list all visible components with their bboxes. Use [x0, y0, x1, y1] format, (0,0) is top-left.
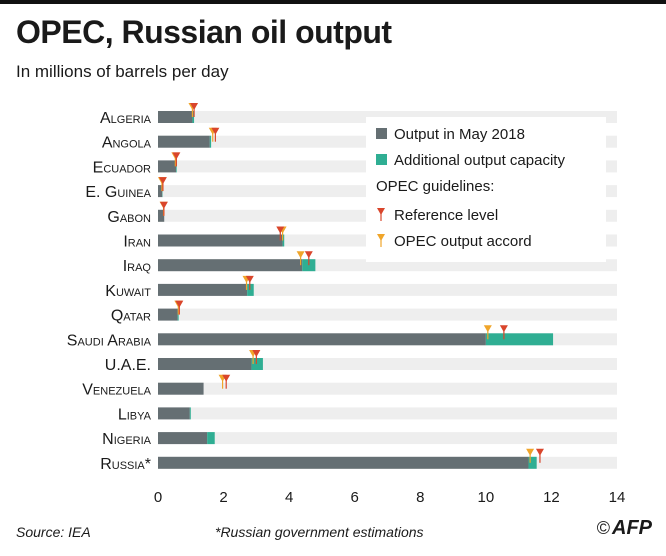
copyright-icon: ©: [596, 518, 610, 538]
chart-subtitle: In millions of barrels per day: [16, 62, 229, 81]
output-bar[interactable]: [158, 382, 204, 395]
legend-capacity-swatch: [376, 154, 387, 165]
category-label: Gabon: [107, 209, 151, 226]
output-bar[interactable]: [158, 160, 177, 173]
capacity-bar[interactable]: [485, 333, 554, 346]
legend[interactable]: Output in May 2018 Additional output capa…: [366, 117, 606, 262]
top-rule: [0, 0, 666, 4]
capacity-bar[interactable]: [192, 111, 195, 123]
bar-track: [158, 308, 617, 321]
category-label: Angola: [102, 135, 152, 152]
category-label: Libya: [118, 406, 152, 423]
legend-accord-icon: [377, 234, 385, 241]
category-label: Saudi Arabia: [67, 332, 152, 349]
reference-marker: [158, 177, 167, 185]
legend-reference-label: Reference level: [394, 207, 498, 224]
category-label: Ecuador: [93, 159, 151, 176]
legend-reference-icon: [377, 208, 385, 215]
legend-guidelines-label: OPEC guidelines:: [376, 178, 494, 195]
output-bar[interactable]: [158, 209, 165, 222]
reference-marker: [245, 275, 254, 283]
category-label: Nigeria: [102, 431, 152, 448]
x-tick-label: 2: [219, 489, 227, 506]
category-label: Kuwait: [105, 283, 151, 300]
capacity-bar[interactable]: [189, 407, 191, 420]
output-bar[interactable]: [158, 283, 248, 296]
reference-marker: [172, 152, 181, 160]
logo-text: AFP: [612, 517, 652, 539]
reference-marker: [499, 325, 508, 333]
x-tick-label: 12: [543, 489, 560, 506]
output-bar[interactable]: [158, 456, 529, 469]
reference-marker: [304, 251, 313, 259]
x-tick-label: 14: [609, 489, 626, 506]
x-tick-label: 0: [154, 489, 162, 506]
x-tick-label: 10: [478, 489, 495, 506]
capacity-bar[interactable]: [282, 234, 285, 247]
output-bar[interactable]: [158, 432, 208, 445]
x-axis: 0 2 4 6 8 10 12 14: [154, 489, 626, 506]
x-tick-label: 4: [285, 489, 293, 506]
capacity-bar[interactable]: [209, 135, 212, 148]
category-label: Iran: [123, 234, 151, 251]
reference-marker: [276, 226, 285, 234]
legend-capacity-label: Additional output capacity: [394, 152, 565, 169]
legend-output-label: Output in May 2018: [394, 126, 525, 143]
bar-track: [158, 283, 617, 296]
legend-accord-label: OPEC output accord: [394, 233, 532, 250]
bar-group: [158, 111, 554, 469]
output-bar[interactable]: [158, 185, 163, 198]
bar-track: [158, 358, 617, 370]
legend-background: [366, 117, 606, 262]
category-label: Qatar: [111, 308, 151, 325]
output-bar[interactable]: [158, 407, 190, 420]
capacity-bar[interactable]: [207, 432, 215, 445]
marker-group: [157, 103, 544, 463]
output-bar[interactable]: [158, 308, 178, 321]
category-label: Venezuela: [82, 382, 151, 399]
reference-marker: [535, 448, 544, 456]
legend-output-swatch: [376, 128, 387, 139]
afp-logo: © AFP: [597, 517, 652, 540]
category-label: U.A.E.: [105, 357, 151, 374]
output-bar[interactable]: [158, 358, 252, 370]
x-tick-label: 6: [351, 489, 359, 506]
footnote: *Russian government estimations: [215, 524, 424, 540]
capacity-bar[interactable]: [528, 456, 537, 469]
accord-marker: [526, 448, 535, 456]
capacity-bar[interactable]: [247, 283, 254, 296]
output-bar[interactable]: [158, 135, 210, 148]
category-label: Iraq: [123, 258, 152, 275]
output-bar[interactable]: [158, 234, 283, 247]
output-bar[interactable]: [158, 259, 303, 272]
bar-track: [158, 432, 617, 445]
accord-marker: [483, 325, 492, 333]
reference-marker: [252, 350, 261, 357]
category-label: E. Guinea: [85, 184, 151, 201]
reference-marker: [190, 103, 199, 110]
reference-marker: [211, 127, 220, 135]
accord-marker: [296, 251, 305, 259]
bar-track: [158, 407, 617, 420]
x-tick-label: 8: [416, 489, 424, 506]
capacity-bar[interactable]: [251, 358, 263, 370]
reference-marker: [175, 300, 184, 308]
reference-marker: [222, 374, 231, 382]
source-note: Source: IEA: [16, 524, 91, 540]
output-bar[interactable]: [158, 111, 193, 123]
bar-track: [158, 382, 617, 395]
chart-title: OPEC, Russian oil output: [16, 14, 392, 50]
reference-marker: [159, 201, 168, 209]
category-label: Russia*: [100, 456, 151, 473]
category-label: Algeria: [100, 110, 152, 127]
output-bar[interactable]: [158, 333, 486, 346]
category-label-group: Algeria Angola Ecuador E. Guinea Gabon Iran Ir…: [67, 110, 152, 473]
